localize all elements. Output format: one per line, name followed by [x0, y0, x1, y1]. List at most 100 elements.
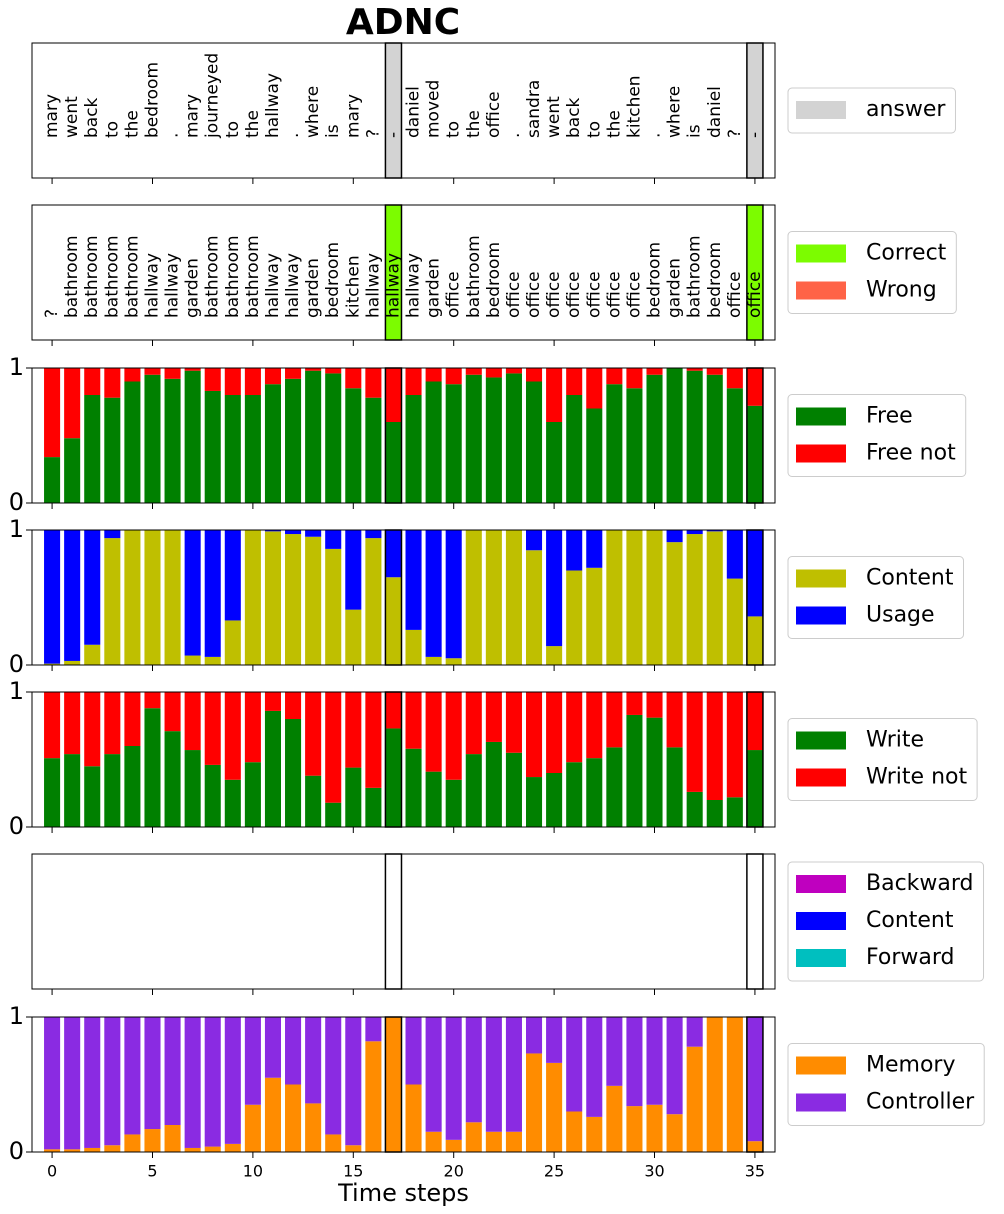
bar	[566, 692, 583, 763]
bar	[525, 692, 543, 778]
bar	[164, 731, 181, 827]
bar	[244, 368, 261, 395]
token: journeyed	[203, 53, 223, 139]
plot-frame	[31, 204, 776, 341]
token: .	[163, 133, 183, 138]
bar	[626, 1017, 643, 1107]
bar	[264, 531, 282, 665]
bar	[546, 530, 563, 647]
x-tick-label: 35	[745, 1162, 765, 1181]
token: bathroom	[102, 235, 122, 318]
bar	[606, 1085, 623, 1152]
bar	[646, 692, 663, 718]
legend-swatch	[796, 1093, 846, 1112]
bar	[606, 692, 623, 748]
bar	[746, 1141, 763, 1152]
bar	[144, 1129, 161, 1152]
bar	[244, 692, 261, 763]
legend-label: Free not	[866, 441, 956, 466]
token: office	[564, 271, 584, 318]
bar	[124, 530, 141, 665]
token: hallway	[404, 253, 424, 318]
bar	[405, 748, 422, 827]
bar	[546, 368, 563, 422]
bar	[626, 388, 643, 503]
bar	[264, 1077, 282, 1152]
bar	[144, 708, 161, 827]
bar	[646, 1017, 663, 1105]
token: back	[82, 97, 102, 138]
legend-swatch	[796, 244, 846, 263]
bar	[746, 1017, 763, 1142]
bar	[626, 368, 643, 389]
bar	[345, 1145, 362, 1152]
legend-label: Free	[866, 404, 913, 429]
legend-label: Correct	[866, 241, 947, 266]
token: -	[745, 132, 765, 138]
bar	[566, 1017, 583, 1112]
bar	[244, 762, 261, 827]
bar	[224, 1143, 241, 1152]
legend: answer	[787, 87, 956, 134]
bar	[465, 692, 482, 755]
bar	[345, 692, 362, 768]
bar	[305, 530, 322, 537]
bar	[425, 656, 442, 665]
bar	[606, 530, 623, 665]
bar	[746, 405, 763, 503]
bar	[425, 692, 442, 772]
bar	[405, 1084, 422, 1152]
y-tick-label: 0	[9, 812, 24, 840]
bar	[64, 1149, 81, 1152]
bar	[505, 373, 522, 503]
token: where	[665, 86, 685, 138]
token: sandra	[524, 80, 544, 138]
bar	[184, 655, 201, 665]
bar	[445, 384, 462, 503]
bar	[264, 692, 282, 711]
token: bathroom	[464, 235, 484, 318]
x-tick-label: 15	[343, 1162, 363, 1181]
bar	[666, 1114, 683, 1152]
bar	[586, 530, 603, 568]
bar	[64, 438, 81, 503]
legend-label: Usage	[866, 603, 935, 628]
token: the	[604, 110, 624, 138]
bar	[44, 1017, 61, 1150]
bar	[365, 1017, 382, 1042]
bar	[204, 368, 221, 391]
bar	[204, 1017, 221, 1147]
bar	[505, 1131, 522, 1152]
bar	[144, 530, 161, 665]
bar	[144, 368, 161, 375]
bar	[64, 692, 81, 755]
bar	[345, 1017, 362, 1146]
token: the	[464, 110, 484, 138]
bar	[726, 692, 743, 798]
token: the	[122, 110, 142, 138]
bar	[706, 530, 723, 532]
bar	[566, 368, 583, 395]
bar	[706, 692, 723, 800]
bar	[84, 692, 101, 767]
answer-outline	[746, 853, 764, 990]
bar	[746, 368, 763, 406]
bar	[204, 692, 221, 765]
bar	[405, 395, 422, 503]
token: garden	[665, 258, 685, 318]
x-tick-label: 30	[644, 1162, 664, 1181]
legend-label: Content	[866, 908, 954, 933]
token: office	[544, 271, 564, 318]
bar	[606, 368, 623, 385]
y-tick-label: 0	[9, 650, 24, 678]
bar	[405, 629, 422, 665]
y-tick-label: 0	[9, 1137, 24, 1165]
bar	[345, 609, 362, 665]
bar	[44, 457, 61, 503]
bar	[546, 1017, 563, 1063]
token: -	[383, 132, 403, 138]
bar	[746, 750, 763, 827]
bar	[365, 538, 382, 665]
bar	[686, 370, 703, 503]
token: ?	[42, 309, 62, 318]
